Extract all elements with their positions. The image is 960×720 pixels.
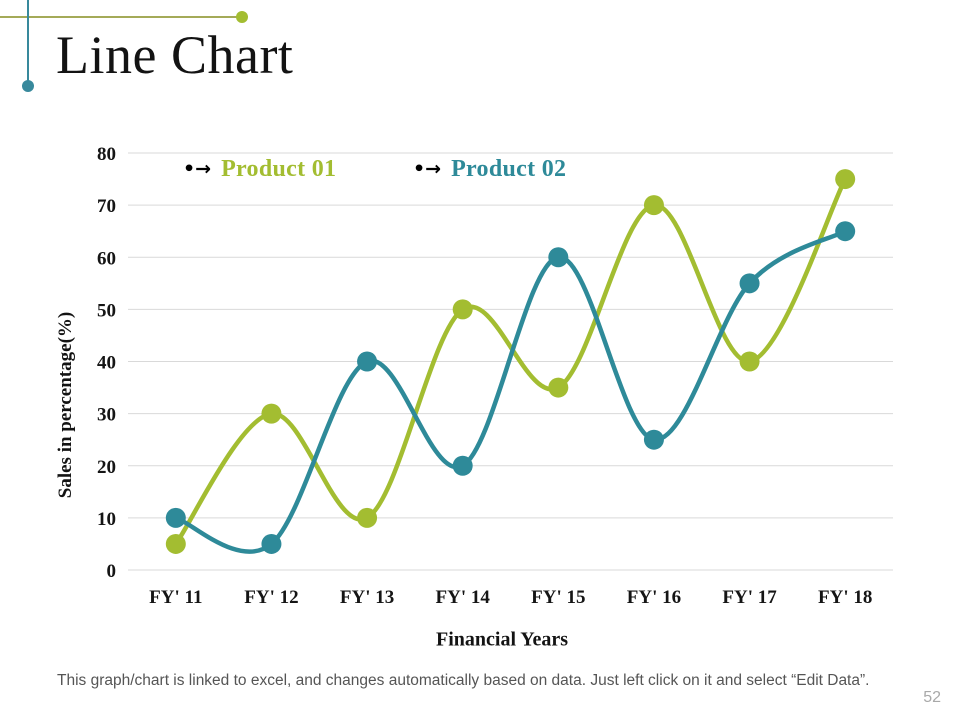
page-title: Line Chart	[56, 25, 294, 85]
data-point-marker	[165, 533, 186, 554]
legend-item-product-02[interactable]: •→ Product 02	[413, 156, 566, 183]
svg-text:FY' 14: FY' 14	[436, 587, 491, 608]
data-point-marker	[261, 403, 282, 424]
y-tick-labels: 0 10 20 30 40 50 60 70 80	[97, 144, 116, 582]
svg-text:FY' 15: FY' 15	[531, 587, 585, 608]
series-product-01[interactable]	[165, 169, 856, 554]
data-point-marker	[357, 507, 378, 528]
data-point-marker	[739, 351, 760, 372]
line-marker-icon: •→	[413, 158, 442, 180]
svg-text:40: 40	[97, 353, 116, 374]
data-point-marker	[835, 221, 856, 242]
series-product-02[interactable]	[165, 221, 856, 554]
y-axis-title: Sales in percentage(%)	[55, 311, 76, 499]
svg-text:80: 80	[97, 144, 116, 165]
data-point-marker	[548, 377, 569, 398]
svg-text:10: 10	[97, 509, 116, 530]
data-point-marker	[261, 533, 282, 554]
data-point-marker	[165, 507, 186, 528]
svg-text:FY' 17: FY' 17	[722, 587, 777, 608]
svg-text:FY' 13: FY' 13	[340, 587, 394, 608]
x-tick-labels: FY' 11 FY' 12 FY' 13 FY' 14 FY' 15 FY' 16 FY' …	[149, 587, 872, 608]
svg-text:50: 50	[97, 300, 116, 321]
data-point-marker	[643, 195, 664, 216]
decorative-olive-dot	[236, 11, 248, 23]
page-number: 52	[923, 689, 941, 706]
legend-label-product-02: Product 02	[451, 156, 567, 182]
data-point-marker	[452, 455, 473, 476]
svg-text:FY' 16: FY' 16	[627, 587, 681, 608]
legend-label-product-01: Product 01	[221, 156, 337, 182]
data-point-marker	[835, 169, 856, 190]
legend-item-product-01[interactable]: •→ Product 01	[183, 156, 336, 183]
x-axis-title: Financial Years	[435, 628, 569, 651]
decorative-horizontal-line	[0, 16, 238, 18]
data-point-marker	[739, 273, 760, 294]
decorative-vertical-line	[27, 0, 29, 84]
svg-text:FY' 18: FY' 18	[818, 587, 872, 608]
data-point-marker	[548, 247, 569, 268]
svg-text:FY' 12: FY' 12	[244, 587, 298, 608]
svg-text:70: 70	[97, 196, 116, 217]
decorative-teal-dot	[22, 80, 34, 92]
svg-text:60: 60	[97, 248, 116, 269]
line-marker-icon: •→	[183, 158, 212, 180]
svg-text:0: 0	[107, 561, 117, 582]
svg-text:20: 20	[97, 457, 116, 478]
data-point-marker	[357, 351, 378, 372]
data-point-marker	[643, 429, 664, 450]
data-point-marker	[452, 299, 473, 320]
svg-text:FY' 11: FY' 11	[149, 587, 202, 608]
gridlines	[128, 152, 893, 571]
svg-text:30: 30	[97, 405, 116, 426]
footer-note: This graph/chart is linked to excel, and…	[57, 672, 870, 689]
